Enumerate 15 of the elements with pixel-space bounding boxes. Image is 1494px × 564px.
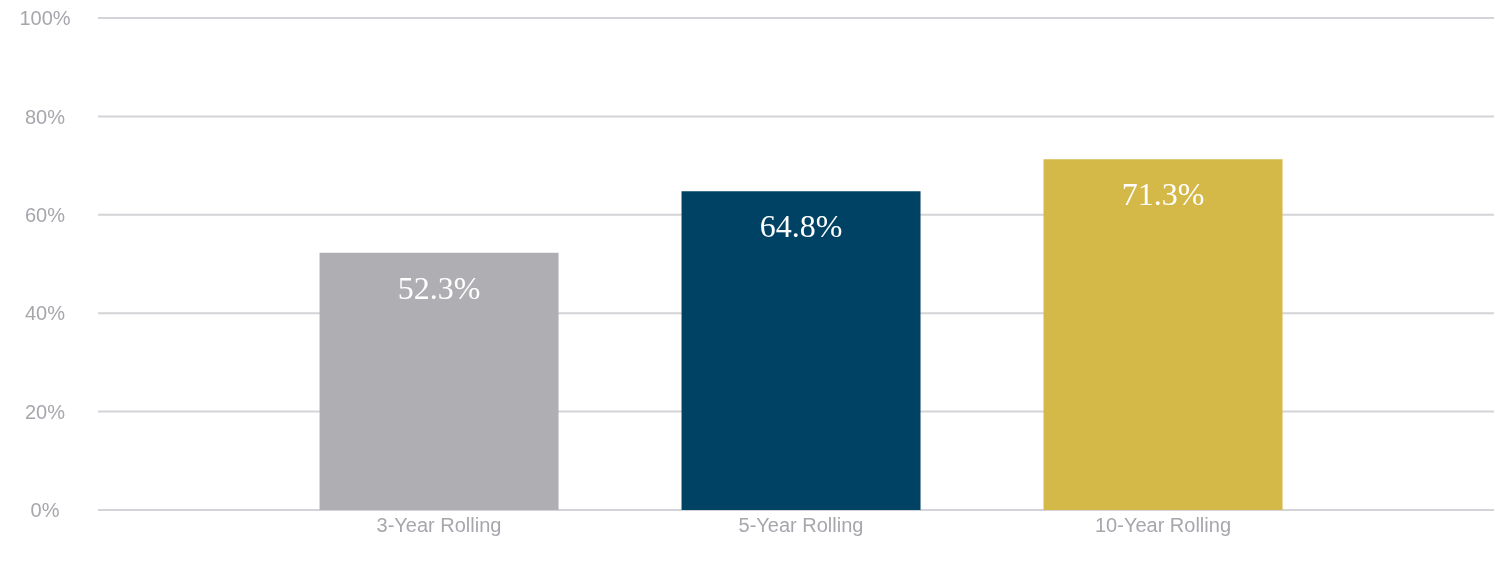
y-tick-label: 100% — [19, 7, 71, 30]
bar — [319, 252, 559, 510]
x-tick-label: 5-Year Rolling — [738, 514, 864, 537]
data-label: 64.8% — [759, 208, 843, 245]
y-tick-label: 40% — [24, 302, 66, 325]
y-tick-label: 0% — [30, 499, 60, 522]
bar — [1043, 159, 1283, 510]
data-label: 52.3% — [397, 269, 481, 306]
y-tick-label: 20% — [24, 400, 66, 423]
data-label: 71.3% — [1121, 176, 1205, 213]
bar — [681, 191, 921, 510]
y-tick-label: 60% — [24, 203, 66, 226]
x-tick-label: 3-Year Rolling — [376, 514, 502, 537]
y-tick-label: 80% — [24, 105, 66, 128]
x-tick-label: 10-Year Rolling — [1094, 514, 1232, 537]
